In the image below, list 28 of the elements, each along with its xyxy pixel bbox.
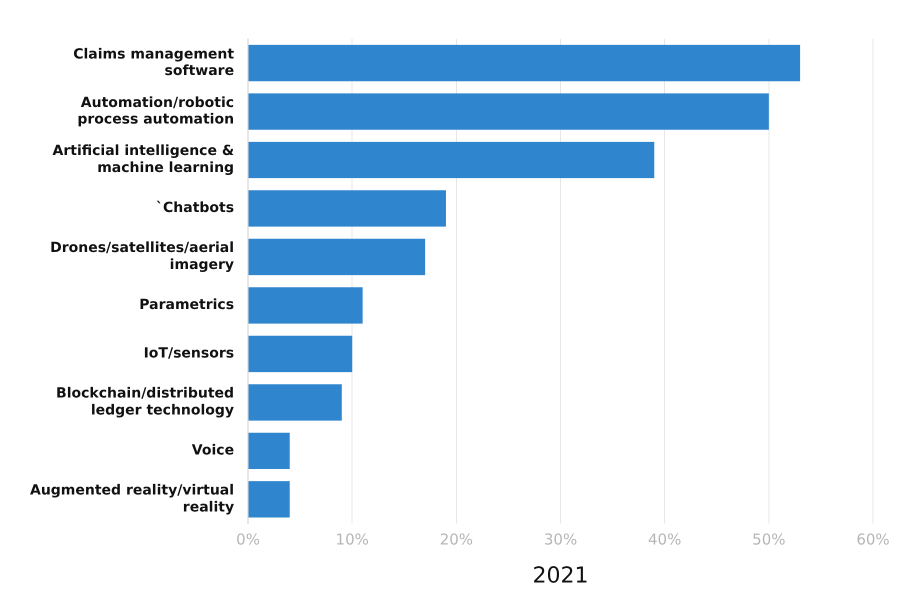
y-tick-label: Artificial intelligence & machine learning <box>52 143 234 176</box>
x-tick-label: 40% <box>648 530 682 548</box>
bar <box>248 44 800 82</box>
x-tick-label: 30% <box>544 530 578 548</box>
y-tick-label: IoT/sensors <box>144 346 234 362</box>
x-tick-label: 0% <box>236 530 260 548</box>
bar <box>248 190 446 227</box>
x-tick-label: 20% <box>440 530 474 548</box>
bar <box>248 481 290 518</box>
bar <box>248 384 342 421</box>
bar <box>248 142 654 178</box>
y-tick-label: Parametrics <box>139 297 234 314</box>
x-tick-label: 10% <box>336 530 369 548</box>
x-tick-label: 50% <box>752 530 786 548</box>
y-tick-label: Voice <box>192 442 234 459</box>
y-tick-label: Claims management software <box>73 46 234 80</box>
y-tick-label: Blockchain/distributed ledger technology <box>56 386 234 418</box>
bar <box>248 432 290 470</box>
y-tick-label: Drones/satellites/aerial imagery <box>50 240 234 273</box>
bar <box>248 287 363 324</box>
bar <box>248 93 769 130</box>
bar <box>248 336 352 372</box>
bar <box>248 238 426 276</box>
y-tick-label: `Chatbots <box>156 200 234 216</box>
x-axis-title: 2021 <box>532 564 589 589</box>
y-tick-label: Automation/robotic process automation <box>77 94 234 128</box>
y-tick-label: Augmented reality/virtual reality <box>30 482 234 516</box>
x-tick-label: 60% <box>856 530 890 548</box>
